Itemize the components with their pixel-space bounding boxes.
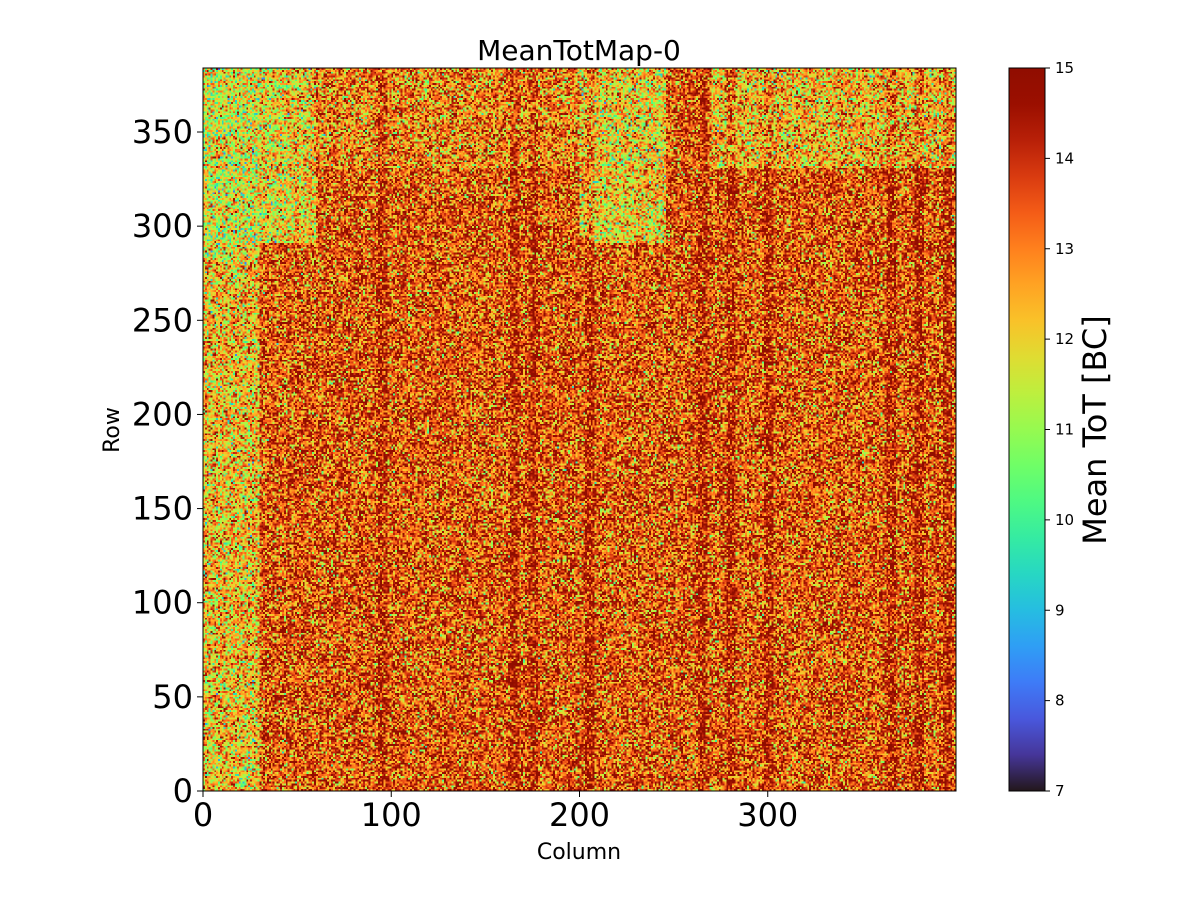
y-tick-label: 50 <box>152 678 193 716</box>
colorbar-label: Mean ToT [BC] <box>1076 315 1114 544</box>
colorbar-tick-label: 10 <box>1055 511 1074 529</box>
y-tick-label: 350 <box>132 113 193 151</box>
y-axis-label: Row <box>100 407 125 453</box>
x-tick-label: 200 <box>549 796 610 834</box>
plot-area <box>202 67 957 792</box>
x-axis-label: Column <box>537 840 621 865</box>
y-tick-label: 100 <box>132 584 193 622</box>
y-tick-label: 150 <box>132 490 193 528</box>
y-tick-label: 200 <box>132 395 193 433</box>
colorbar-tick-label: 14 <box>1055 149 1074 167</box>
x-tick-label: 0 <box>193 796 213 834</box>
colorbar-tick-label: 15 <box>1055 59 1074 77</box>
y-tick-label: 0 <box>173 772 193 810</box>
colorbar-ticks: 7 8 9 10 11 12 13 14 15 <box>1045 59 1074 800</box>
y-axis: 0 50 100 150 200 250 300 350 <box>132 113 203 810</box>
colorbar-tick-label: 9 <box>1055 601 1065 619</box>
chart-title: MeanTotMap-0 <box>477 34 681 67</box>
colorbar-tick-label: 12 <box>1055 330 1074 348</box>
colorbar-tick-label: 11 <box>1055 421 1074 439</box>
y-tick-label: 300 <box>132 207 193 245</box>
colorbar-tick-label: 7 <box>1055 782 1065 800</box>
colorbar-gradient <box>1008 67 1046 792</box>
x-axis: 0 100 200 300 <box>193 791 798 834</box>
heatmap-canvas <box>203 68 956 791</box>
colorbar: 7 8 9 10 11 12 13 14 15 Mean ToT [BC] <box>1008 59 1114 800</box>
x-tick-label: 300 <box>737 796 798 834</box>
colorbar-tick-label: 13 <box>1055 240 1074 258</box>
y-tick-label: 250 <box>132 301 193 339</box>
colorbar-tick-label: 8 <box>1055 692 1065 710</box>
x-tick-label: 100 <box>361 796 422 834</box>
